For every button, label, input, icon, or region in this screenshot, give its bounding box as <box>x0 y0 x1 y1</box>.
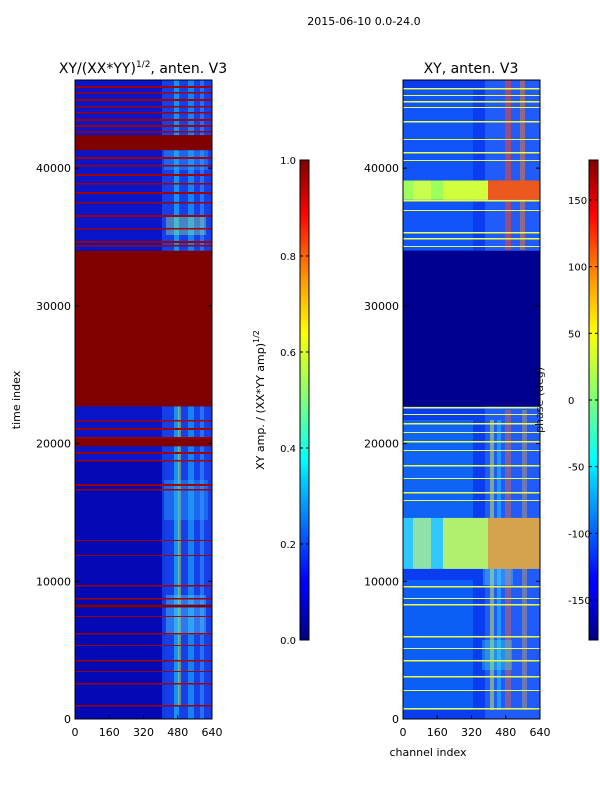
phase-colorbar-tick-label: -100 <box>568 529 591 540</box>
amplitude-colorbar-gradient <box>299 159 310 641</box>
amplitude-saturated-band <box>75 438 212 447</box>
phase-colorbar-tick-label: 150 <box>568 196 587 207</box>
phase-colorbar-tick-label: -150 <box>568 596 591 607</box>
phase-heatmap-image <box>403 80 540 719</box>
amplitude-x-tick-label: 0 <box>72 726 79 739</box>
amplitude-title-main: XY/(XX*YY) <box>59 61 136 77</box>
amp-blob <box>166 215 206 235</box>
amplitude-x-tick-label: 480 <box>167 726 188 739</box>
amplitude-heatmap-panel: XY/(XX*YY)1/2, anten. V3 <box>10 60 227 739</box>
amplitude-saturated-band <box>75 250 212 407</box>
phase-x-axis: 0 160 320 480 640 <box>400 715 551 739</box>
amplitude-y-tick-label: 10000 <box>36 575 71 588</box>
amplitude-colorbar-label-exponent: 1/2 <box>252 330 261 343</box>
phase-heatmap-panel: XY, anten. V3 <box>364 61 551 759</box>
phase-x-tick-label: 480 <box>495 726 516 739</box>
phase-colorbar-label: phase (deg) <box>533 367 546 433</box>
phase-colorbar-tick-label: -50 <box>568 463 584 474</box>
phase-bright-band <box>403 517 540 569</box>
amplitude-plot-title: XY/(XX*YY)1/2, anten. V3 <box>59 60 227 77</box>
phase-blob <box>482 640 512 670</box>
phase-plot-title: XY, anten. V3 <box>424 61 519 77</box>
phase-speckle <box>403 580 473 710</box>
phase-colorbar-tick-label: 100 <box>568 263 587 274</box>
phase-colorbar-tick-label: 0 <box>568 396 574 407</box>
amplitude-colorbar-tick-label: 0.6 <box>280 348 296 359</box>
phase-y-tick-label: 0 <box>392 713 399 726</box>
figure-suptitle: 2015-06-10 0.0-24.0 <box>307 15 420 28</box>
amplitude-colorbar-tick-label: 0.4 <box>280 444 296 455</box>
phase-red-streak <box>520 80 525 250</box>
phase-x-tick-label: 0 <box>400 726 407 739</box>
phase-speckle <box>403 90 473 250</box>
amplitude-y-tick-label: 30000 <box>36 300 71 313</box>
amplitude-colorbar: 0.0 0.2 0.4 0.6 0.8 1.0 XY amp. / (XX*YY amp)… <box>252 156 310 647</box>
phase-x-tick-label: 160 <box>427 726 448 739</box>
amp-bg-tone <box>75 460 165 719</box>
phase-y-tick-label: 40000 <box>364 162 399 175</box>
phase-y-axis: 0 10000 20000 30000 40000 <box>364 162 540 726</box>
amplitude-y-tick-label: 0 <box>64 713 71 726</box>
amplitude-title-exponent: 1/2 <box>136 60 150 70</box>
amp-blob <box>166 595 206 635</box>
amplitude-colorbar-tick-label: 0.8 <box>280 252 296 263</box>
y-axis-label: time index <box>10 370 23 429</box>
amplitude-heatmap-image <box>75 80 212 719</box>
amplitude-x-tick-label: 160 <box>99 726 120 739</box>
amplitude-colorbar-tick-label: 1.0 <box>280 156 296 167</box>
phase-y-tick-label: 30000 <box>364 300 399 313</box>
amplitude-x-axis: 0 160 320 480 640 <box>72 715 223 739</box>
amplitude-saturated-bands <box>75 135 212 608</box>
phase-thin-lines <box>403 88 540 710</box>
phase-colorbar-ticks: -150 -100 -50 0 50 100 150 <box>568 196 598 607</box>
amplitude-y-tick-label: 40000 <box>36 162 71 175</box>
amplitude-y-axis: 0 10000 20000 30000 40000 <box>36 162 212 726</box>
phase-x-tick-label: 320 <box>461 726 482 739</box>
amplitude-title-suffix: , anten. V3 <box>150 61 227 77</box>
amplitude-colorbar-tick-label: 0.0 <box>280 636 296 647</box>
amp-blob <box>164 480 208 520</box>
phase-colorbar: -150 -100 -50 0 50 100 150 phase (deg) <box>533 159 599 641</box>
phase-speckle <box>403 420 473 520</box>
phase-x-tick-label: 640 <box>530 726 551 739</box>
x-axis-label: channel index <box>389 746 467 759</box>
phase-colorbar-tick-label: 50 <box>568 329 581 340</box>
amplitude-saturated-band <box>75 604 212 608</box>
phase-flat-band <box>403 250 540 407</box>
amp-thin-saturated-lines <box>75 86 212 707</box>
amplitude-colorbar-label-main: XY amp. / (XX*YY amp) <box>254 343 267 470</box>
amplitude-y-tick-label: 20000 <box>36 438 71 451</box>
phase-y-tick-label: 10000 <box>364 575 399 588</box>
phase-y-tick-label: 20000 <box>364 438 399 451</box>
amplitude-x-tick-label: 640 <box>202 726 223 739</box>
amplitude-colorbar-ticks: 0.0 0.2 0.4 0.6 0.8 1.0 <box>280 156 309 647</box>
phase-red-streak <box>505 80 511 250</box>
amplitude-colorbar-label: XY amp. / (XX*YY amp)1/2 <box>252 330 267 470</box>
phase-bright-band <box>403 180 540 200</box>
phase-bands <box>403 180 540 569</box>
amplitude-saturated-band <box>75 135 212 151</box>
amplitude-x-tick-label: 320 <box>133 726 154 739</box>
amplitude-colorbar-tick-label: 0.2 <box>280 540 296 551</box>
